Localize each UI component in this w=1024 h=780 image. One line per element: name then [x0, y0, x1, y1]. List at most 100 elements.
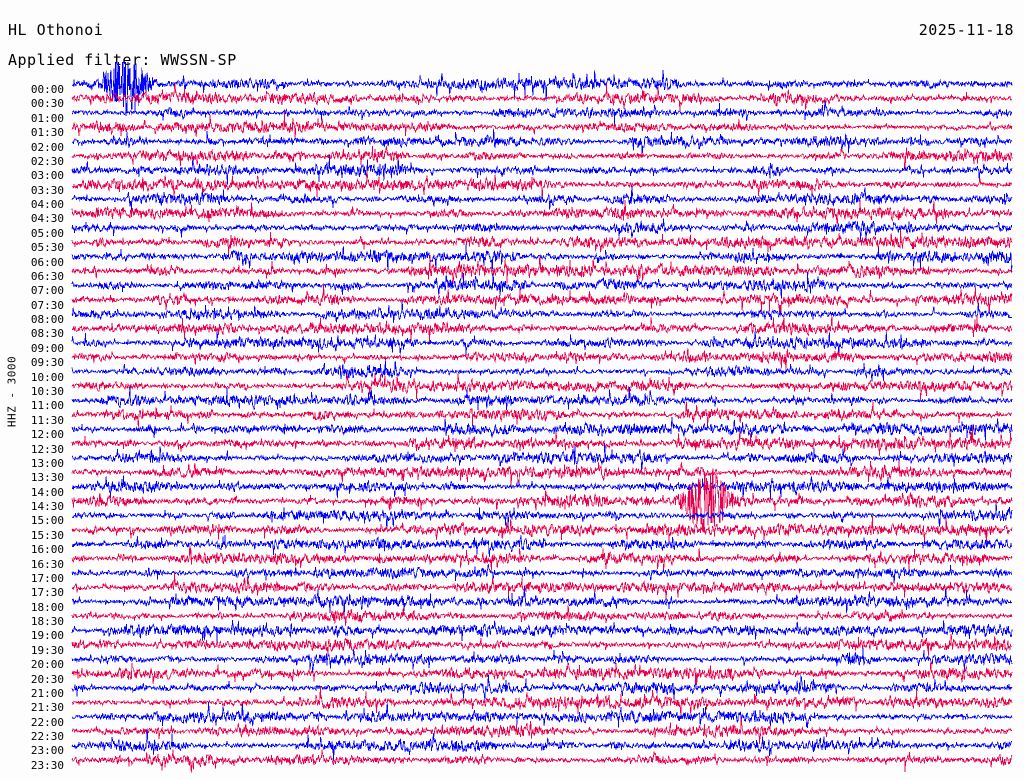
trace-0300 — [71, 155, 1013, 185]
time-tick-1630: 16:30 — [30, 557, 64, 571]
trace-2030 — [71, 659, 1013, 687]
time-tick-2100: 21:00 — [30, 686, 64, 700]
trace-1900 — [71, 619, 1013, 642]
trace-0000 — [71, 62, 1013, 116]
trace-1430 — [71, 468, 1013, 533]
trace-1230 — [71, 426, 1013, 457]
time-tick-1500: 15:00 — [30, 514, 64, 528]
trace-0800 — [71, 300, 1013, 324]
trace-2330 — [71, 749, 1013, 773]
time-tick-1100: 11:00 — [30, 399, 64, 413]
time-tick-0700: 07:00 — [30, 284, 64, 298]
time-tick-0930: 09:30 — [30, 356, 64, 370]
trace-1830 — [71, 605, 1013, 627]
trace-1000 — [71, 359, 1013, 382]
trace-0600 — [71, 244, 1013, 273]
time-tick-0330: 03:30 — [30, 183, 64, 197]
time-tick-1330: 13:30 — [30, 471, 64, 485]
trace-0030 — [71, 82, 1013, 112]
time-tick-2000: 20:00 — [30, 658, 64, 672]
trace-0230 — [71, 145, 1013, 170]
time-tick-0030: 00:30 — [30, 97, 64, 111]
time-tick-1830: 18:30 — [30, 615, 64, 629]
time-tick-0530: 05:30 — [30, 241, 64, 255]
applied-filter-label: Applied filter: WWSSN-SP — [8, 51, 237, 69]
time-tick-1430: 14:30 — [30, 500, 64, 514]
trace-0100 — [71, 100, 1013, 127]
time-tick-1000: 10:00 — [30, 370, 64, 384]
trace-1300 — [71, 443, 1013, 471]
time-tick-2030: 20:30 — [30, 672, 64, 686]
trace-0530 — [71, 229, 1013, 255]
trace-0630 — [71, 254, 1013, 285]
trace-1930 — [71, 633, 1013, 658]
trace-0730 — [71, 283, 1013, 317]
time-tick-1800: 18:00 — [30, 600, 64, 614]
time-tick-0100: 01:00 — [30, 111, 64, 125]
time-tick-0500: 05:00 — [30, 226, 64, 240]
time-tick-0200: 02:00 — [30, 140, 64, 154]
time-tick-0130: 01:30 — [30, 126, 64, 140]
trace-2100 — [71, 674, 1013, 701]
time-tick-1930: 19:30 — [30, 643, 64, 657]
time-tick-1700: 17:00 — [30, 571, 64, 585]
time-tick-0400: 04:00 — [30, 198, 64, 212]
time-tick-0730: 07:30 — [30, 298, 64, 312]
time-tick-1600: 16:00 — [30, 543, 64, 557]
trace-0830 — [71, 315, 1013, 343]
seismogram-plot — [70, 62, 1014, 778]
trace-1100 — [71, 386, 1013, 410]
trace-1530 — [71, 515, 1013, 543]
trace-1630 — [71, 544, 1013, 572]
trace-0430 — [71, 199, 1013, 225]
trace-0900 — [71, 331, 1013, 356]
trace-1700 — [71, 563, 1013, 584]
time-axis-tick-labels: 00:00 00:30 01:00 01:30 02:00 02:30 03:00 03:30… — [0, 80, 68, 780]
time-tick-0600: 06:00 — [30, 255, 64, 269]
trace-1200 — [71, 416, 1013, 442]
seismogram-canvas — [71, 62, 1013, 773]
time-tick-1730: 17:30 — [30, 586, 64, 600]
time-tick-0830: 08:30 — [30, 327, 64, 341]
trace-2200 — [71, 701, 1013, 728]
trace-2300 — [71, 728, 1013, 762]
trace-2130 — [71, 685, 1013, 717]
time-tick-0300: 03:00 — [30, 169, 64, 183]
trace-1330 — [71, 460, 1013, 488]
trace-1600 — [71, 535, 1013, 558]
time-tick-0800: 08:00 — [30, 313, 64, 327]
trace-0500 — [71, 218, 1013, 243]
time-tick-1130: 11:30 — [30, 413, 64, 427]
time-tick-1900: 19:00 — [30, 629, 64, 643]
time-tick-2200: 22:00 — [30, 715, 64, 729]
time-tick-0230: 02:30 — [30, 154, 64, 168]
trace-0200 — [71, 128, 1013, 157]
time-tick-2230: 22:30 — [30, 730, 64, 744]
trace-0330 — [72, 170, 1013, 200]
trace-2000 — [71, 647, 1013, 673]
time-tick-2330: 23:30 — [30, 758, 64, 772]
trace-0400 — [71, 185, 1013, 211]
trace-0930 — [71, 347, 1013, 370]
station-title: HL Othonoi — [8, 21, 104, 39]
time-tick-0000: 00:00 — [30, 83, 64, 96]
trace-1130 — [71, 401, 1013, 428]
trace-1400 — [72, 475, 1013, 500]
time-tick-1030: 10:30 — [30, 384, 64, 398]
trace-1030 — [71, 372, 1013, 400]
trace-0700 — [71, 271, 1013, 299]
time-tick-1300: 13:00 — [30, 456, 64, 470]
time-tick-0900: 09:00 — [30, 341, 64, 355]
date-label: 2025-11-18 — [918, 21, 1014, 39]
trace-1800 — [71, 585, 1013, 618]
time-tick-2300: 23:00 — [30, 744, 64, 758]
trace-1500 — [71, 502, 1013, 529]
time-tick-0430: 04:30 — [30, 212, 64, 226]
time-tick-0630: 06:30 — [30, 269, 64, 283]
time-tick-1400: 14:00 — [30, 485, 64, 499]
time-tick-2130: 21:30 — [30, 701, 64, 715]
trace-0130 — [71, 111, 1013, 139]
time-tick-1200: 12:00 — [30, 428, 64, 442]
time-tick-1530: 15:30 — [30, 528, 64, 542]
